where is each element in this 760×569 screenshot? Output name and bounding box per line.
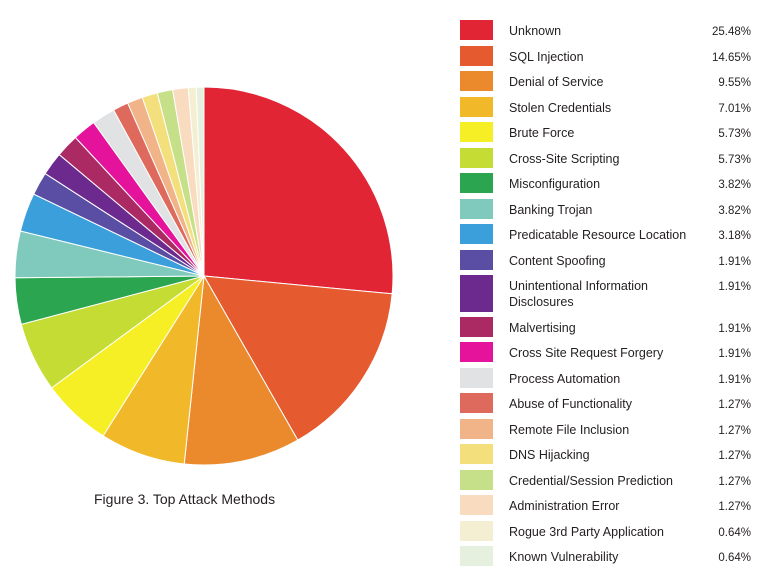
legend-swatch xyxy=(460,71,493,91)
legend-label: Unintentional Information Disclosures xyxy=(509,279,648,309)
legend-item: Unknown 25.48% xyxy=(460,20,760,40)
legend-item: Content Spoofing 1.91% xyxy=(460,250,760,270)
legend-item: Malvertising 1.91% xyxy=(460,317,760,337)
legend-swatch xyxy=(460,393,493,413)
legend-item: Abuse of Functionality 1.27% xyxy=(460,393,760,413)
legend-label: DNS Hijacking xyxy=(509,448,590,462)
legend-value: 1.27% xyxy=(718,425,751,437)
legend-value: 1.91% xyxy=(718,348,751,360)
legend-item: Predicatable Resource Location 3.18% xyxy=(460,224,760,244)
legend-item: Unintentional Information Disclosures 1.9… xyxy=(460,275,760,312)
legend-label: Credential/Session Prediction xyxy=(509,474,673,488)
legend-label: Unknown xyxy=(509,24,562,38)
legend-item: SQL Injection 14.65% xyxy=(460,46,760,66)
legend-swatch xyxy=(460,444,493,464)
legend-value: 0.64% xyxy=(718,527,751,539)
legend-swatch xyxy=(460,97,493,117)
figure-caption: Figure 3. Top Attack Methods xyxy=(94,491,276,507)
legend-label: Abuse of Functionality xyxy=(509,397,632,411)
legend-value: 5.73% xyxy=(718,128,751,140)
legend-swatch xyxy=(460,368,493,388)
legend-swatch xyxy=(460,148,493,168)
legend-value: 1.27% xyxy=(718,450,751,462)
legend-swatch xyxy=(460,546,493,566)
legend-value: 3.18% xyxy=(718,230,751,242)
legend-label: Banking Trojan xyxy=(509,203,593,217)
legend-item: Banking Trojan 3.82% xyxy=(460,199,760,219)
legend-label: Predicatable Resource Location xyxy=(509,228,687,242)
legend-swatch xyxy=(460,317,493,337)
legend-swatch xyxy=(460,224,493,244)
legend-label: Denial of Service xyxy=(509,75,604,89)
legend-label: Known Vulnerability xyxy=(509,550,619,564)
legend-item: Known Vulnerability 0.64% xyxy=(460,546,760,566)
legend-value: 0.64% xyxy=(718,552,751,564)
legend-swatch xyxy=(460,122,493,142)
legend-label: Content Spoofing xyxy=(509,254,606,268)
legend-item: Remote File Inclusion 1.27% xyxy=(460,419,760,439)
legend-value: 3.82% xyxy=(718,205,751,217)
legend-value: 1.91% xyxy=(718,323,751,335)
legend-label: Remote File Inclusion xyxy=(509,423,630,437)
legend-swatch xyxy=(460,46,493,66)
legend-value: 7.01% xyxy=(718,103,751,115)
pie-slice-20 xyxy=(195,86,205,277)
legend-item: DNS Hijacking 1.27% xyxy=(460,444,760,464)
legend-item: Brute Force 5.73% xyxy=(460,122,760,142)
legend-value: 1.27% xyxy=(718,399,751,411)
legend-label: Brute Force xyxy=(509,126,575,140)
pie-chart xyxy=(14,86,394,466)
legend-swatch xyxy=(460,419,493,439)
chart-legend: Unknown 25.48% SQL Injection 14.65% Denial o… xyxy=(460,0,760,569)
legend-item: Rogue 3rd Party Application 0.64% xyxy=(460,521,760,541)
legend-swatch xyxy=(460,342,493,362)
legend-item: Misconfiguration 3.82% xyxy=(460,173,760,193)
legend-item: Denial of Service 9.55% xyxy=(460,71,760,91)
legend-label: Cross-Site Scripting xyxy=(509,152,620,166)
legend-swatch xyxy=(460,173,493,193)
legend-swatch xyxy=(460,275,493,312)
legend-item: Administration Error 1.27% xyxy=(460,495,760,515)
legend-item: Stolen Credentials 7.01% xyxy=(460,97,760,117)
legend-value: 14.65% xyxy=(711,52,751,64)
legend-label: Cross Site Request Forgery xyxy=(509,346,664,360)
legend-value: 9.55% xyxy=(718,77,751,89)
legend-label: Process Automation xyxy=(509,372,621,386)
legend-item: Process Automation 1.91% xyxy=(460,368,760,388)
legend-label: Misconfiguration xyxy=(509,177,601,191)
legend-item: Credential/Session Prediction 1.27% xyxy=(460,470,760,490)
legend-value: 1.91% xyxy=(718,256,751,268)
legend-swatch xyxy=(460,250,493,270)
legend-value: 5.73% xyxy=(718,154,751,166)
legend-item: Cross Site Request Forgery 1.91% xyxy=(460,342,760,362)
legend-swatch xyxy=(460,199,493,219)
pie-slice-1 xyxy=(203,275,393,441)
legend-swatch xyxy=(460,495,493,515)
legend-item: Cross-Site Scripting 5.73% xyxy=(460,148,760,168)
legend-value: 1.27% xyxy=(718,501,751,513)
legend-value: 1.91% xyxy=(718,281,751,293)
pie-slice-0 xyxy=(203,86,394,295)
legend-label: Rogue 3rd Party Application xyxy=(509,525,664,539)
legend-label: Stolen Credentials xyxy=(509,101,612,115)
legend-value: 1.27% xyxy=(718,476,751,488)
legend-swatch xyxy=(460,470,493,490)
legend-value: 1.91% xyxy=(718,374,751,386)
pie-slice-2 xyxy=(183,274,299,466)
legend-swatch xyxy=(460,521,493,541)
legend-label: Administration Error xyxy=(509,499,620,513)
legend-label: SQL Injection xyxy=(509,50,584,64)
legend-value: 3.82% xyxy=(718,179,751,191)
legend-value: 25.48% xyxy=(711,26,751,38)
legend-swatch xyxy=(460,20,493,40)
legend-label: Malvertising xyxy=(509,321,576,335)
